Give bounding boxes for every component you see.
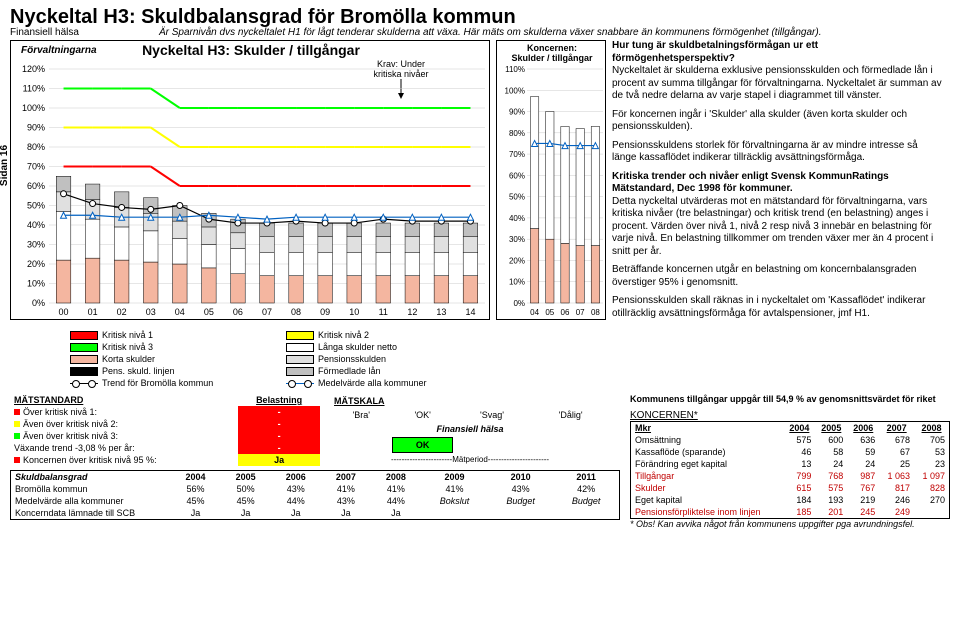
- svg-text:30%: 30%: [27, 240, 45, 250]
- svg-text:90%: 90%: [509, 108, 525, 117]
- svg-text:10%: 10%: [27, 279, 45, 289]
- svg-text:Krav: Under: Krav: Under: [377, 59, 425, 69]
- svg-text:07: 07: [576, 308, 585, 317]
- svg-text:12: 12: [407, 307, 417, 317]
- svg-text:50%: 50%: [509, 193, 525, 202]
- svg-text:06: 06: [561, 308, 570, 317]
- svg-text:10: 10: [349, 307, 359, 317]
- svg-text:30%: 30%: [509, 235, 525, 244]
- svg-text:13: 13: [436, 307, 446, 317]
- svg-text:03: 03: [146, 307, 156, 317]
- koncern-obs: * Obs! Kan avvika något från kommunens u…: [630, 519, 950, 529]
- svg-text:80%: 80%: [509, 129, 525, 138]
- chart-forvaltningarna: Förvaltningarna Nyckeltal H3: Skulder / t…: [10, 40, 490, 320]
- svg-text:60%: 60%: [509, 171, 525, 180]
- koncern-note: Kommunens tillgångar uppgår till 54,9 % …: [630, 394, 950, 404]
- svg-text:50%: 50%: [27, 201, 45, 211]
- explanation-text: Hur tung är skuldbetalningsförmågan ur e…: [612, 40, 942, 326]
- svg-text:00: 00: [59, 307, 69, 317]
- svg-text:Koncernen:: Koncernen:: [527, 43, 577, 53]
- svg-text:14: 14: [465, 307, 475, 317]
- svg-text:04: 04: [175, 307, 185, 317]
- page-side-label: Sidan 16: [0, 145, 10, 186]
- svg-text:0%: 0%: [513, 299, 525, 308]
- subtitle-left: Finansiell hälsa: [10, 27, 79, 38]
- svg-text:70%: 70%: [27, 162, 45, 172]
- subtitle-right: Är Sparnivån dvs nyckeltalet H1 för lågt…: [159, 27, 822, 38]
- svg-text:120%: 120%: [22, 64, 45, 74]
- chart-legend: Kritisk nivå 1Kritisk nivå 2Kritisk nivå…: [70, 330, 510, 388]
- svg-text:06: 06: [233, 307, 243, 317]
- svg-text:20%: 20%: [27, 259, 45, 269]
- svg-text:07: 07: [262, 307, 272, 317]
- svg-text:Nyckeltal H3: Skulder / tillgå: Nyckeltal H3: Skulder / tillgångar: [142, 42, 360, 58]
- svg-text:Förvaltningarna: Förvaltningarna: [21, 45, 97, 56]
- svg-text:100%: 100%: [22, 103, 45, 113]
- svg-text:08: 08: [291, 307, 301, 317]
- svg-text:11: 11: [379, 307, 388, 317]
- svg-text:110%: 110%: [505, 65, 525, 74]
- svg-text:90%: 90%: [27, 123, 45, 133]
- svg-text:05: 05: [204, 307, 214, 317]
- svg-text:08: 08: [591, 308, 600, 317]
- skuldbalansgrad-table: Skuldbalansgrad2004200520062007200820092…: [10, 470, 620, 520]
- svg-text:110%: 110%: [23, 84, 45, 94]
- svg-text:60%: 60%: [27, 181, 45, 191]
- svg-text:40%: 40%: [509, 214, 525, 223]
- matstandard-table: MÄTSTANDARDBelastningÖver kritisk nivå 1…: [10, 394, 320, 466]
- koncern-table: Mkr20042005200620072008Omsättning5756006…: [630, 421, 950, 519]
- svg-text:kritiska nivåer: kritiska nivåer: [373, 69, 428, 79]
- svg-text:04: 04: [530, 308, 539, 317]
- svg-text:05: 05: [545, 308, 554, 317]
- svg-text:70%: 70%: [509, 150, 525, 159]
- svg-text:09: 09: [320, 307, 330, 317]
- chart-koncernen: Koncernen:Skulder / tillgångar 0% 10% 20% 30…: [496, 40, 606, 320]
- svg-text:Skulder / tillgångar: Skulder / tillgångar: [511, 53, 593, 63]
- svg-text:10%: 10%: [509, 278, 525, 287]
- svg-text:20%: 20%: [509, 256, 525, 265]
- svg-text:02: 02: [117, 307, 127, 317]
- page-title: Nyckeltal H3: Skuldbalansgrad för Bromöl…: [10, 6, 950, 29]
- svg-text:80%: 80%: [27, 142, 45, 152]
- svg-text:01: 01: [88, 307, 98, 317]
- svg-text:100%: 100%: [505, 86, 525, 95]
- svg-text:40%: 40%: [27, 220, 45, 230]
- koncern-title: KONCERNEN*: [630, 410, 950, 421]
- svg-text:0%: 0%: [32, 298, 45, 308]
- matskala-table: MÄTSKALA'Bra''OK''Svag''Dålig'Finansiell…: [330, 394, 610, 466]
